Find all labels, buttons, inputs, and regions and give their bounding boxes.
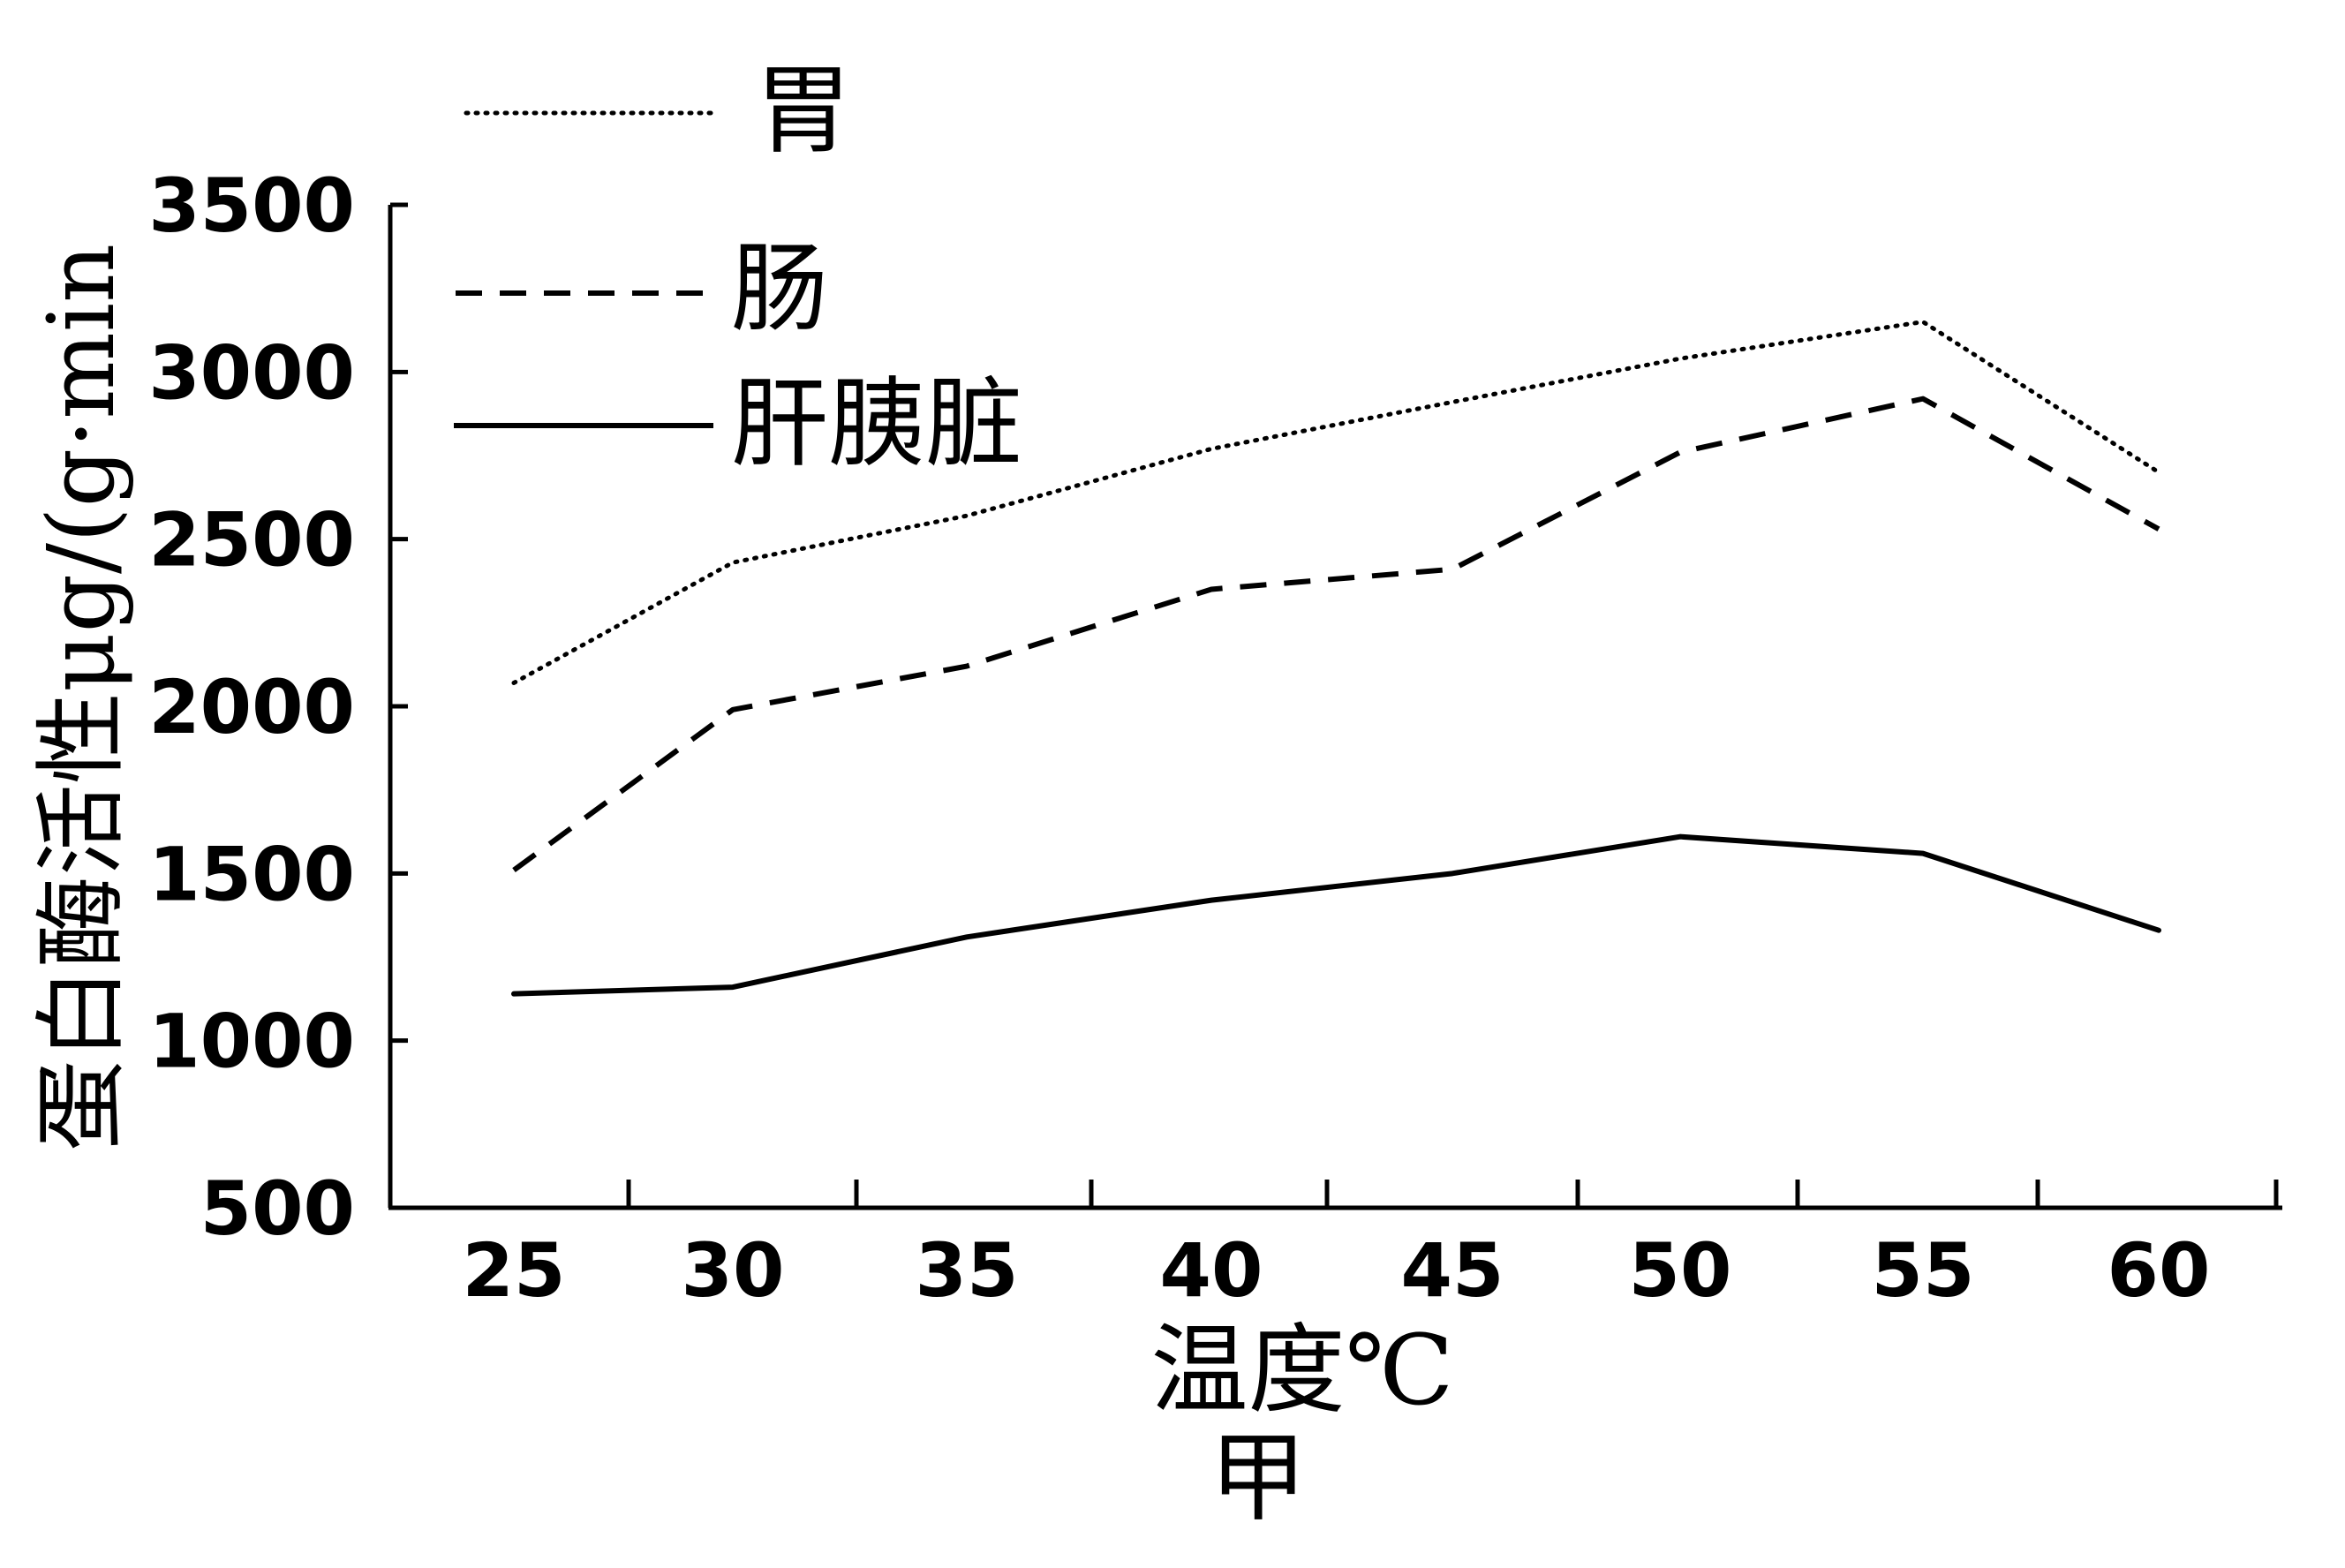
y-axis-label: 蛋白酶活性μg/(g·min: [27, 244, 135, 1151]
y-ticks: 500 1000 1500 2000 2500 3000 3500: [148, 162, 408, 1252]
legend: 胃 肠 肝胰脏: [454, 54, 1022, 480]
x-tick-label: 30: [682, 1227, 785, 1314]
series-line-intestine: [512, 396, 2160, 872]
x-tick-label: 45: [1401, 1227, 1504, 1314]
x-tick-label: 40: [1160, 1227, 1263, 1314]
figure-caption: 甲: [1210, 1421, 1307, 1534]
series-line-stomach: [511, 320, 2161, 685]
x-tick-label: 35: [916, 1227, 1019, 1314]
series-line-hepatopancreas: [511, 833, 2161, 997]
x-tick-label: 50: [1629, 1227, 1732, 1314]
legend-label-intestine: 肠: [731, 232, 828, 345]
y-tick-label: 3500: [148, 162, 355, 249]
x-tick-label: 60: [2107, 1227, 2211, 1314]
y-tick-label: 3000: [148, 329, 355, 416]
x-tick-label: 25: [463, 1227, 566, 1314]
x-axis-label: 温度℃: [1150, 1314, 1453, 1427]
axes: [388, 205, 2282, 1210]
y-tick-label: 2500: [148, 497, 355, 584]
y-tick-label: 2000: [148, 664, 355, 750]
y-tick-label: 500: [200, 1165, 355, 1252]
y-tick-label: 1500: [148, 831, 355, 917]
legend-label-hepatopancreas: 肝胰脏: [731, 367, 1022, 480]
x-ticks: 25 30 35 40 45 50 55 60: [463, 1180, 2279, 1314]
series-lines: [511, 320, 2161, 997]
x-tick-label: 55: [1872, 1227, 1975, 1314]
y-tick-label: 1000: [148, 999, 355, 1085]
legend-label-stomach: 胃: [755, 54, 852, 167]
